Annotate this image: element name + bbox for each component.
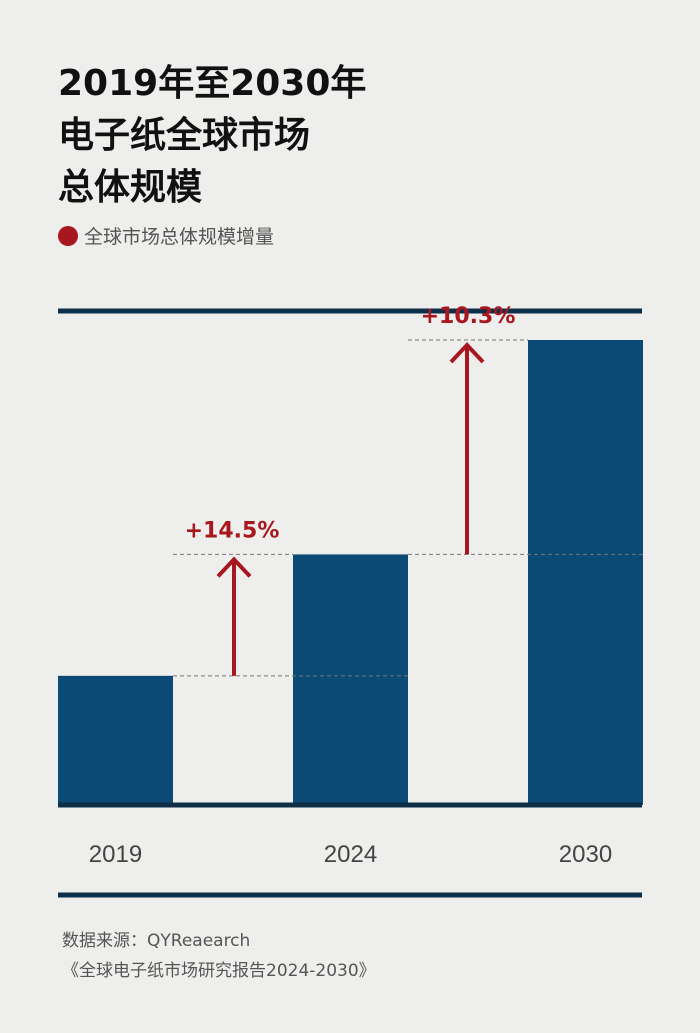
growth-label-2024: +14.5% [185, 518, 280, 543]
source-line-2: 《全球电子纸市场研究报告2024-2030》 [62, 961, 376, 981]
x-tick-label-2024: 2024 [324, 841, 377, 868]
legend-label: 全球市场总体规模增量 [84, 226, 275, 248]
source-note: 数据来源：QYReaearch 《全球电子纸市场研究报告2024-2030》 [62, 926, 376, 986]
bar-2030 [528, 340, 643, 805]
source-line-1: 数据来源：QYReaearch [62, 931, 251, 951]
chart-title: 2019年至2030年 电子纸全球市场 总体规模 [58, 58, 366, 214]
title-line-2: 电子纸全球市场 [58, 115, 311, 156]
bar-2019 [58, 675, 173, 805]
arrow-head-icon-2024 [216, 556, 252, 578]
legend: 全球市场总体规模增量 [58, 222, 274, 249]
x-tick-label-2019: 2019 [89, 841, 142, 868]
title-line-3: 总体规模 [58, 167, 203, 208]
growth-label-2030: +10.3% [421, 304, 516, 329]
title-line-1: 2019年至2030年 [58, 63, 367, 104]
x-tick-label-2030: 2030 [559, 841, 612, 868]
arrow-head-icon-2030 [449, 342, 485, 364]
bar-2024 [293, 554, 408, 805]
legend-dot-icon [58, 225, 78, 246]
